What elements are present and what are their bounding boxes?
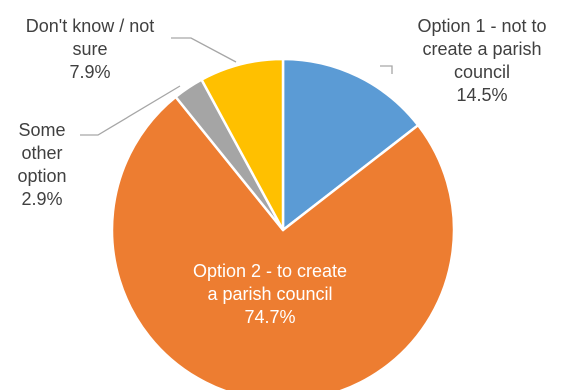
leader-line-option-1 xyxy=(380,65,393,74)
data-label-option-1: Option 1 - not to create a parish counci… xyxy=(398,15,566,107)
data-label-some-other: Some other option 2.9% xyxy=(6,119,78,211)
data-label-option-1-line-2: create a parish xyxy=(422,39,542,59)
leader-line-some-other xyxy=(80,85,181,136)
data-label-option-1-line-1: Option 1 - not to xyxy=(417,16,547,36)
pie-slices xyxy=(110,57,456,390)
data-label-some-other-value: 2.9% xyxy=(21,189,63,209)
data-label-some-other-line-1: Some xyxy=(18,120,66,140)
pie-slice-dont-know xyxy=(200,57,285,232)
leader-lines xyxy=(80,37,393,136)
data-label-option-1-value: 14.5% xyxy=(456,85,508,105)
data-label-some-other-line-2: other xyxy=(21,143,63,163)
data-label-some-other-line-3: option xyxy=(17,166,67,186)
data-label-dont-know-line-1: Don't know / not xyxy=(25,16,155,36)
data-label-dont-know-line-2: sure xyxy=(72,39,108,59)
data-label-option-2: Option 2 - to create a parish council 74… xyxy=(160,260,380,329)
data-label-option-1-line-3: council xyxy=(453,62,511,82)
leader-line-dont-know xyxy=(171,37,237,63)
data-label-option-2-value: 74.7% xyxy=(244,307,296,327)
data-label-option-2-line-1: Option 2 - to create xyxy=(192,261,348,281)
data-label-dont-know-value: 7.9% xyxy=(69,62,111,82)
data-label-option-2-line-2: a parish council xyxy=(207,284,333,304)
pie-slice-option-1 xyxy=(281,57,420,232)
pie-slice-option-2 xyxy=(110,95,456,390)
data-label-dont-know: Don't know / not sure 7.9% xyxy=(2,15,178,84)
